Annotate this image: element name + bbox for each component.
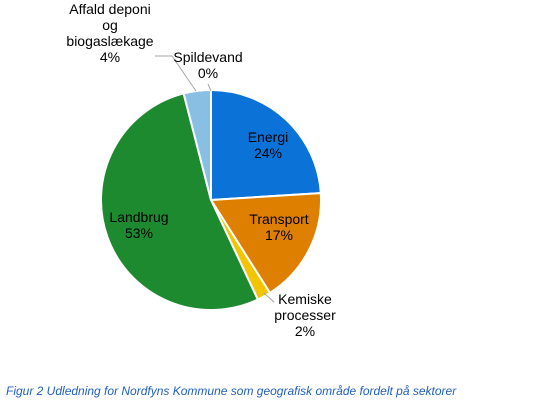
label-spildevand: Spildevand 0%	[173, 49, 242, 81]
figure-caption: Figur 2 Udledning for Nordfyns Kommune s…	[6, 384, 457, 398]
label-transport: Transport 17%	[249, 211, 309, 243]
label-energi: Energi 24%	[248, 129, 288, 161]
leader-line-affald-deponi-og-biogasl-kage	[155, 55, 197, 92]
pie-slices	[100, 88, 322, 311]
leader-line-kemiske-processer	[263, 292, 275, 303]
leader-lines	[155, 55, 275, 303]
slice-transport	[209, 192, 322, 295]
leader-line-spildevand	[207, 83, 212, 92]
slice-energi	[210, 88, 322, 202]
slice-labels: Energi 24% Transport 17% Kemiske processer 2% L…	[66, 1, 336, 339]
label-affald-deponi-og-biogasl-kage: Affald deponi og biogaslækage 4%	[66, 1, 153, 65]
label-landbrug: Landbrug 53%	[109, 209, 168, 241]
slice-landbrug	[100, 92, 260, 311]
label-kemiske-processer: Kemiske processer 2%	[274, 291, 336, 339]
